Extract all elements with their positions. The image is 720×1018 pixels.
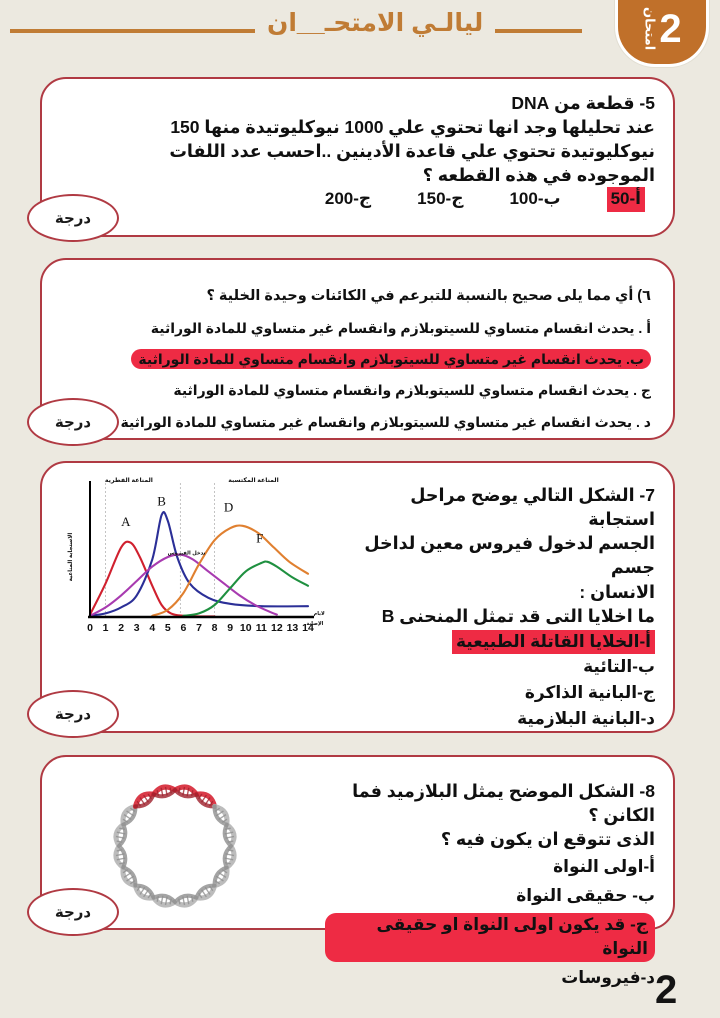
svg-text:7: 7 [196, 622, 202, 634]
svg-text:الايام: الايام [314, 611, 325, 617]
question-card-q6: ٦) أي مما يلى صحيح بالنسبة للتبرعم في ال… [40, 258, 675, 440]
option-item[interactable]: ب- حقيقى النواة [516, 886, 655, 906]
svg-text:تدخل الفيروس: تدخل الفيروس [168, 551, 206, 557]
grade-badge: درجة [27, 888, 119, 936]
grade-badge: درجة [27, 398, 119, 446]
option-item[interactable]: ج . يحدث انقسام متساوي للسيتوبلازم وانقس… [173, 382, 651, 399]
question-line: ما اخلايا التى قد تمثل المنحنى B [381, 605, 655, 626]
svg-text:14: 14 [302, 622, 314, 634]
svg-text:4: 4 [149, 622, 155, 634]
question-card-q7: المناعة الفطرية المناعة المكتسبة A B D F تدخل … [40, 461, 675, 733]
svg-text:2: 2 [118, 622, 124, 634]
page-number: 2 [655, 968, 678, 1012]
svg-text:6: 6 [181, 622, 187, 634]
question-line: الجسم لدخول فيروس معين لداخل جسم [364, 533, 655, 578]
svg-text:3: 3 [134, 622, 140, 634]
question-line: نيوكليوتيدة تحتوي علي قاعدة الأدينين ..ا… [169, 141, 655, 162]
svg-text:عدد الإصابة: عدد الإصابة [306, 621, 325, 627]
question-line: الذى تتوقع ان يكون فيه ؟ [440, 829, 655, 850]
option-label-correct: أ-الخلايا القاتلة الطبيعية [451, 629, 655, 655]
svg-text:9: 9 [227, 622, 233, 634]
question-text-q5: 5- قطعة من DNA عند تحليلها وجد انها تحتو… [60, 91, 655, 188]
question-text-q8: 8- الشكل الموضح يمثل البلازميد فما الكان… [325, 779, 655, 991]
question-line: 8- الشكل الموضح يمثل البلازميد فما الكان… [352, 781, 655, 826]
exam-number: 2 [659, 7, 682, 51]
option-item[interactable]: أ-الخلايا القاتلة الطبيعية [355, 629, 655, 655]
grade-badge: درجة [27, 690, 119, 738]
svg-text:الاستجابة المناعية: الاستجابة المناعية [68, 533, 74, 582]
option-item[interactable]: ب-التائية [583, 657, 655, 677]
question-text-q6: ٦) أي مما يلى صحيح بالنسبة للتبرعم في ال… [64, 286, 651, 432]
svg-text:11: 11 [256, 622, 267, 634]
svg-text:5: 5 [165, 622, 171, 634]
exam-label: امتحان [642, 7, 658, 51]
svg-text:المناعة المكتسبة: المناعة المكتسبة [228, 477, 278, 484]
option-label-correct: ج- قد يكون اولى النواة او حقيقى النواة [325, 912, 655, 962]
page-title: ليالـي الامتحـ__ان [255, 8, 496, 38]
plasmid-figure [100, 771, 250, 921]
option-item[interactable]: أ . يحدث انقسام متساوي للسيتوبلازم وانقس… [150, 319, 651, 336]
svg-text:A: A [121, 514, 131, 529]
question-line: 5- قطعة من DNA [511, 93, 655, 113]
svg-text:8: 8 [212, 622, 218, 634]
option-item[interactable]: ج- قد يكون اولى النواة او حقيقى النواة [325, 912, 655, 962]
option-item[interactable]: ب-100 [509, 189, 561, 208]
options-list-q8: أ-اولى النواة ب- حقيقى النواة ج- قد يكون… [325, 855, 655, 990]
svg-text:F: F [256, 531, 263, 546]
svg-text:D: D [224, 499, 233, 514]
page-header: ليالـي الامتحـ__ان 2 امتحان [0, 0, 720, 67]
option-item[interactable]: ب. يحدث انقسام غير متساوي للسيتوبلازم وا… [64, 349, 651, 370]
question-card-q8: 8- الشكل الموضح يمثل البلازميد فما الكان… [40, 755, 675, 987]
svg-text:0: 0 [87, 622, 93, 634]
question-line: 7- الشكل التالي يوضح مراحل استجابة [410, 485, 655, 530]
option-item[interactable]: أ-اولى النواة [553, 857, 655, 877]
question-card-q5: 5- قطعة من DNA عند تحليلها وجد انها تحتو… [40, 77, 675, 237]
grade-badge: درجة [27, 194, 119, 242]
options-list-q6: أ . يحدث انقسام متساوي للسيتوبلازم وانقس… [64, 318, 651, 432]
plasmid-dna-ring-icon [113, 784, 237, 908]
question-line: الانسان : [579, 581, 655, 602]
svg-text:1: 1 [103, 622, 109, 634]
question-line: الموجوده في هذه القطعه ؟ [422, 165, 655, 186]
option-item[interactable]: د-البانية البلازمية [517, 708, 655, 728]
svg-text:B: B [157, 493, 166, 508]
exam-badge: 2 امتحان [615, 0, 709, 67]
question-text-q7: 7- الشكل التالي يوضح مراحل استجابة الجسم… [355, 483, 655, 731]
option-item[interactable]: ج-200 [324, 189, 372, 208]
svg-text:13: 13 [287, 622, 299, 634]
question-line: ٦) أي مما يلى صحيح بالنسبة للتبرعم في ال… [206, 288, 651, 304]
option-item[interactable]: أ-50 [606, 187, 645, 212]
option-label-correct: ب. يحدث انقسام غير متساوي للسيتوبلازم وا… [131, 349, 651, 370]
option-label-correct: أ-50 [606, 187, 645, 212]
options-list-q5: أ-50 ب-100 ج-150 ج-200 [82, 187, 655, 212]
options-list-q7: أ-الخلايا القاتلة الطبيعية ب-التائية ج-ا… [355, 629, 655, 732]
option-item[interactable]: ج-150 [417, 189, 464, 208]
svg-text:المناعة الفطرية: المناعة الفطرية [105, 477, 153, 484]
immune-response-svg: المناعة الفطرية المناعة المكتسبة A B D F تدخل … [68, 477, 325, 634]
svg-text:10: 10 [240, 622, 252, 634]
immune-response-chart: المناعة الفطرية المناعة المكتسبة A B D F تدخل … [60, 475, 325, 650]
question-line: عند تحليلها وجد انها تحتوي علي 1000 نيوك… [170, 117, 655, 138]
svg-text:12: 12 [271, 622, 283, 634]
option-item[interactable]: ج-البانية الذاكرة [524, 683, 655, 703]
option-item[interactable]: د . يحدث انقسام غير متساوي للسيتوبلازم و… [120, 413, 651, 430]
option-item[interactable]: د-فيروسات [561, 967, 655, 987]
